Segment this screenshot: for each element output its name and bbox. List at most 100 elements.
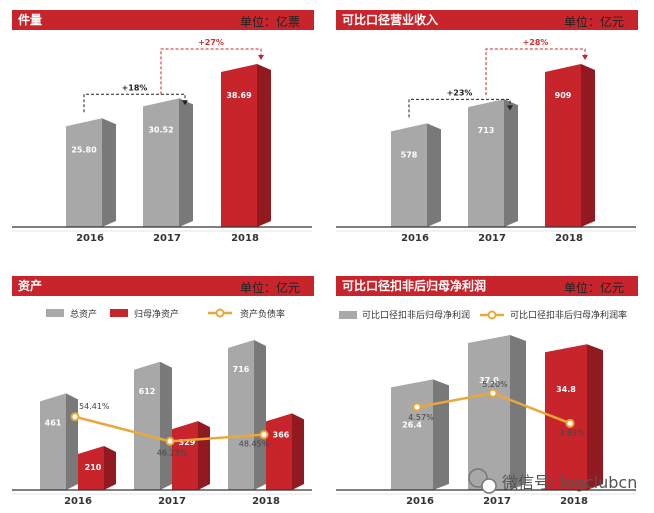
p1-bar-value-0: 578 [401,150,418,159]
growth-arrowhead-1-1 [582,55,588,60]
p2-total-value-0: 461 [45,418,62,427]
legend-label-total-assets: 总资产 [70,308,97,320]
p1-bar-1 [468,99,518,227]
p2-total-bar-2 [228,340,266,490]
p0-bar-1-side [179,98,193,227]
p3-bar-0-front [391,379,433,490]
legend-2 [46,308,232,318]
p2-total-bar-0-front [40,393,66,490]
growth-arrow-0-1 [160,48,264,95]
p2-x-tick-2: 2018 [252,496,280,507]
p2-net-bar-2-front [266,413,292,490]
p3-x-tick-1: 2017 [483,496,511,507]
p2-net-value-2: 366 [273,430,290,439]
legend-label-net-assets: 归母净资产 [134,308,179,320]
p1-x-tick-0: 2016 [401,233,429,244]
wechat-icon-bubble [481,478,497,494]
p2-total-value-2: 716 [233,365,250,374]
panel-unit-1: 单位：亿元 [564,14,624,29]
growth-arrow-1-1 [485,48,588,96]
p3-x-tick-2: 2018 [560,496,588,507]
panel-title-0: 件量 [18,12,42,27]
p1-bar-2 [545,64,595,227]
legend-swatch-net-assets [110,309,128,317]
p2-x-tick-0: 2016 [64,496,92,507]
p2-ratio-point-2 [259,430,269,440]
p2-ratio-label-2: 48.45% [239,440,270,449]
watermark [468,468,497,494]
p2-ratio-label-1: 46.23% [157,448,188,457]
p1-bar-1-front [468,99,504,227]
legend-label-margin: 可比口径扣非后归母净利润率 [510,309,627,321]
p2-net-bar-2 [266,413,304,490]
p3-margin-point-2 [565,418,575,428]
growth-label-1-0: +23% [447,88,473,97]
legend-marker-ratio [215,308,225,318]
growth-path-0-1 [160,48,262,95]
growth-label-0-0: +18% [122,83,148,92]
panel-header-1 [336,10,638,30]
p1-bar-2-side [581,64,595,227]
legend-label-profit: 可比口径扣非后归母净利润 [362,309,470,321]
legend-3 [339,310,504,320]
p2-net-bar-0-front [78,446,104,490]
p3-bar-0 [391,379,449,490]
p3-bar-value-2: 34.8 [556,385,576,394]
p3-bar-1-front [468,335,510,490]
p1-bar-0-front [391,123,427,227]
p2-total-bar-0 [40,393,78,490]
panel-title-1: 可比口径营业收入 [342,12,438,27]
p2-x-tick-1: 2017 [158,496,186,507]
p2-total-bar-2-front [228,340,254,490]
p3-bar-value-1: 37.0 [479,376,499,385]
p0-x-tick-1: 2017 [153,233,181,244]
growth-path-1-0 [408,98,511,118]
p0-bar-2-side [257,64,271,227]
p2-total-value-1: 612 [139,387,156,396]
p2-total-bar-1-front [134,361,160,490]
p2-net-bar-2-side [292,413,304,490]
p2-net-value-1: 329 [179,438,196,447]
p1-bar-0 [391,123,441,227]
legend-marker-margin [487,310,497,320]
p3-bar-2 [545,344,603,490]
p1-bar-value-1: 713 [478,126,495,135]
p0-bar-2 [221,64,271,227]
p1-bar-1-side [504,99,518,227]
panel-header-3 [336,276,638,296]
panel-title-2: 资产 [18,278,42,293]
panel-unit-3: 单位：亿元 [564,280,624,295]
p0-bar-0-front [66,118,102,227]
p2-total-bar-1 [134,361,172,490]
p3-bar-1-side [510,335,526,490]
p3-margin-point-0 [412,402,422,412]
p0-bar-2-front [221,64,257,227]
p0-bar-1-front [143,98,179,227]
growth-arrowhead-1-0 [507,105,513,111]
p3-bar-2-front [545,344,587,490]
watermark-text: 微信号: logclubcn [502,473,637,492]
p0-bar-value-1: 30.52 [148,125,173,134]
p1-bar-0-side [427,123,441,227]
p3-bar-1 [468,335,526,490]
p2-net-bar-0 [78,446,116,490]
p2-ratio-point-1 [165,436,175,446]
p2-total-bar-1-side [160,361,172,490]
panel-unit-2: 单位：亿元 [240,280,300,295]
p2-net-value-0: 210 [85,463,102,472]
p3-bar-value-0: 26.4 [402,420,422,429]
growth-path-1-1 [485,48,586,96]
p1-x-tick-2: 2018 [555,233,583,244]
p2-net-bar-1-side [198,421,210,490]
growth-path-0-0 [83,93,186,113]
p3-margin-label-0: 4.57% [408,413,434,422]
growth-arrowhead-0-1 [258,55,264,60]
p1-bar-2-front [545,64,581,227]
panel-unit-0: 单位：亿票 [240,14,300,29]
p3-margin-label-1: 5.20% [482,380,508,389]
panel-header-2 [12,276,314,296]
panel-header-0 [12,10,314,30]
p3-margin-point-1 [488,388,498,398]
growth-label-1-1: +28% [523,38,549,47]
